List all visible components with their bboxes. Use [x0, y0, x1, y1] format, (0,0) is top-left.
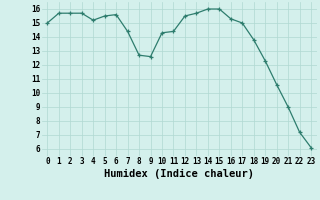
X-axis label: Humidex (Indice chaleur): Humidex (Indice chaleur): [104, 169, 254, 179]
